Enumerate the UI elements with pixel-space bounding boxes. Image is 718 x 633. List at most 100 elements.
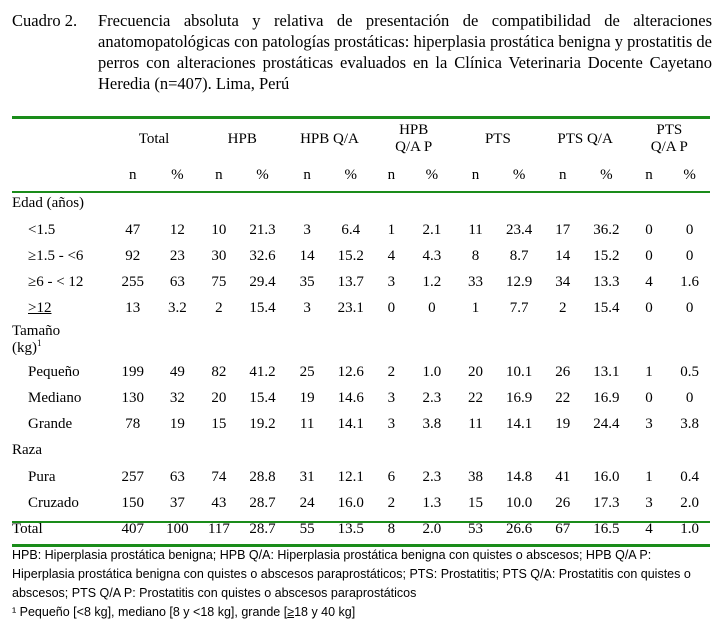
- cell: 0: [685, 299, 694, 316]
- cell: 75: [211, 273, 227, 290]
- top-rule: [12, 116, 710, 119]
- cell: 1.6: [680, 273, 699, 290]
- cell: 8: [471, 247, 480, 264]
- cell: 13: [125, 299, 141, 316]
- header-row-units: n% n% n% n% n% n% n%: [12, 160, 710, 190]
- cell: 3: [645, 494, 653, 511]
- cell: 0: [428, 299, 436, 316]
- cell: 0: [645, 299, 653, 316]
- cell: 2.0: [680, 494, 699, 511]
- row-label: Grande: [28, 415, 73, 432]
- cell: 55: [299, 520, 315, 537]
- cell: 150: [121, 494, 144, 511]
- cell: 24.4: [593, 415, 620, 432]
- cell: 16.5: [593, 520, 620, 537]
- unit-pct: %: [425, 166, 439, 183]
- unit-n: n: [387, 166, 396, 183]
- cell: 19: [299, 389, 315, 406]
- table-caption: Cuadro 2. Frecuencia absoluta y relativa…: [12, 10, 712, 94]
- cell: 15.2: [593, 247, 620, 264]
- table-row: >12 13 3.2 2 15.4 3 23.1 0 0 1 7.7 2 15.4 0 0: [12, 295, 710, 321]
- cell: 63: [169, 273, 185, 290]
- cell: 16.0: [337, 494, 364, 511]
- cell: 15.2: [337, 247, 364, 264]
- cell: 25: [299, 363, 315, 380]
- cell: 43: [211, 494, 227, 511]
- cell: 11: [468, 415, 483, 432]
- cell: 24: [299, 494, 315, 511]
- cell: 1: [645, 363, 653, 380]
- section-label: Raza: [12, 442, 42, 458]
- cell: 0: [387, 299, 396, 316]
- cell: 2.1: [422, 221, 442, 238]
- cell: 82: [211, 363, 227, 380]
- cell: 31: [299, 468, 315, 485]
- cell: 117: [207, 520, 230, 537]
- cell: 1: [471, 299, 480, 316]
- cell: 14.1: [506, 415, 533, 432]
- cell: 3.2: [167, 299, 187, 316]
- header-total: Total: [138, 130, 170, 147]
- cell: 16.9: [593, 389, 620, 406]
- cell: 20: [211, 389, 227, 406]
- caption-text: Frecuencia absoluta y relativa de presen…: [98, 11, 712, 93]
- cell: 74: [211, 468, 227, 485]
- cell: 407: [121, 520, 144, 537]
- unit-n: n: [303, 166, 311, 183]
- cell: 17.3: [593, 494, 620, 511]
- cell: 30: [211, 247, 227, 264]
- cell: 2: [387, 363, 396, 380]
- table-row: Mediano 130 32 20 15.4 19 14.6 3 2.3 22 16.9 22 16.9…: [12, 385, 710, 411]
- unit-pct: %: [256, 166, 269, 183]
- cell: 34: [555, 273, 571, 290]
- cell: 1: [387, 221, 396, 238]
- cell: 3: [387, 273, 396, 290]
- cell: 14: [299, 247, 315, 264]
- cell: 92: [125, 247, 141, 264]
- cell: 2: [387, 494, 396, 511]
- cell: 6: [387, 468, 396, 485]
- cell: 12.6: [337, 363, 364, 380]
- header-hpb-qa: HPB Q/A: [300, 130, 359, 147]
- cell: 13.1: [593, 363, 620, 380]
- footnote-size: ¹ Pequeño [<8 kg], mediano [8 y <18 kg],…: [12, 605, 356, 619]
- cell: 28.7: [249, 494, 276, 511]
- cell: 32.6: [249, 247, 276, 264]
- cell: 21.3: [249, 221, 276, 238]
- row-label: Total: [12, 520, 43, 537]
- cell: 16.0: [593, 468, 620, 485]
- unit-pct: %: [344, 166, 358, 183]
- unit-n: n: [559, 166, 567, 183]
- row-label: Cruzado: [28, 494, 79, 511]
- stub-header: [12, 118, 109, 160]
- cell: 13.5: [337, 520, 364, 537]
- cell: 23.4: [506, 221, 533, 238]
- table-row: Pura 257 63 74 28.8 31 12.1 6 2.3 38 14.8 41 16.0 1 0.…: [12, 464, 710, 490]
- unit-pct: %: [600, 166, 613, 183]
- cell: 36.2: [593, 221, 620, 238]
- row-label: Pura: [28, 468, 56, 485]
- cell: 0: [645, 221, 653, 238]
- unit-pct: %: [512, 166, 526, 183]
- cell: 3: [387, 389, 396, 406]
- header-hpb-qap: HPB Q/A P: [395, 122, 433, 155]
- cell: 1.0: [422, 363, 442, 380]
- cell: 4: [645, 273, 653, 290]
- caption-label: Cuadro 2.: [12, 11, 78, 30]
- row-label: <1.5: [28, 221, 56, 238]
- cell: 14.8: [506, 468, 533, 485]
- cell: 0: [645, 389, 653, 406]
- cell: 11: [299, 415, 315, 432]
- cell: 0.5: [680, 363, 699, 380]
- cell: 10.1: [506, 363, 533, 380]
- cell: 1.3: [422, 494, 442, 511]
- cell: 1.0: [680, 520, 699, 537]
- cell: 49: [169, 363, 185, 380]
- bottom-rule: [12, 544, 710, 547]
- cell: 35: [299, 273, 315, 290]
- cell: 19.2: [249, 415, 276, 432]
- cell: 26.6: [506, 520, 533, 537]
- unit-pct: %: [171, 166, 184, 183]
- cell: 17: [555, 221, 571, 238]
- cell: 63: [169, 468, 185, 485]
